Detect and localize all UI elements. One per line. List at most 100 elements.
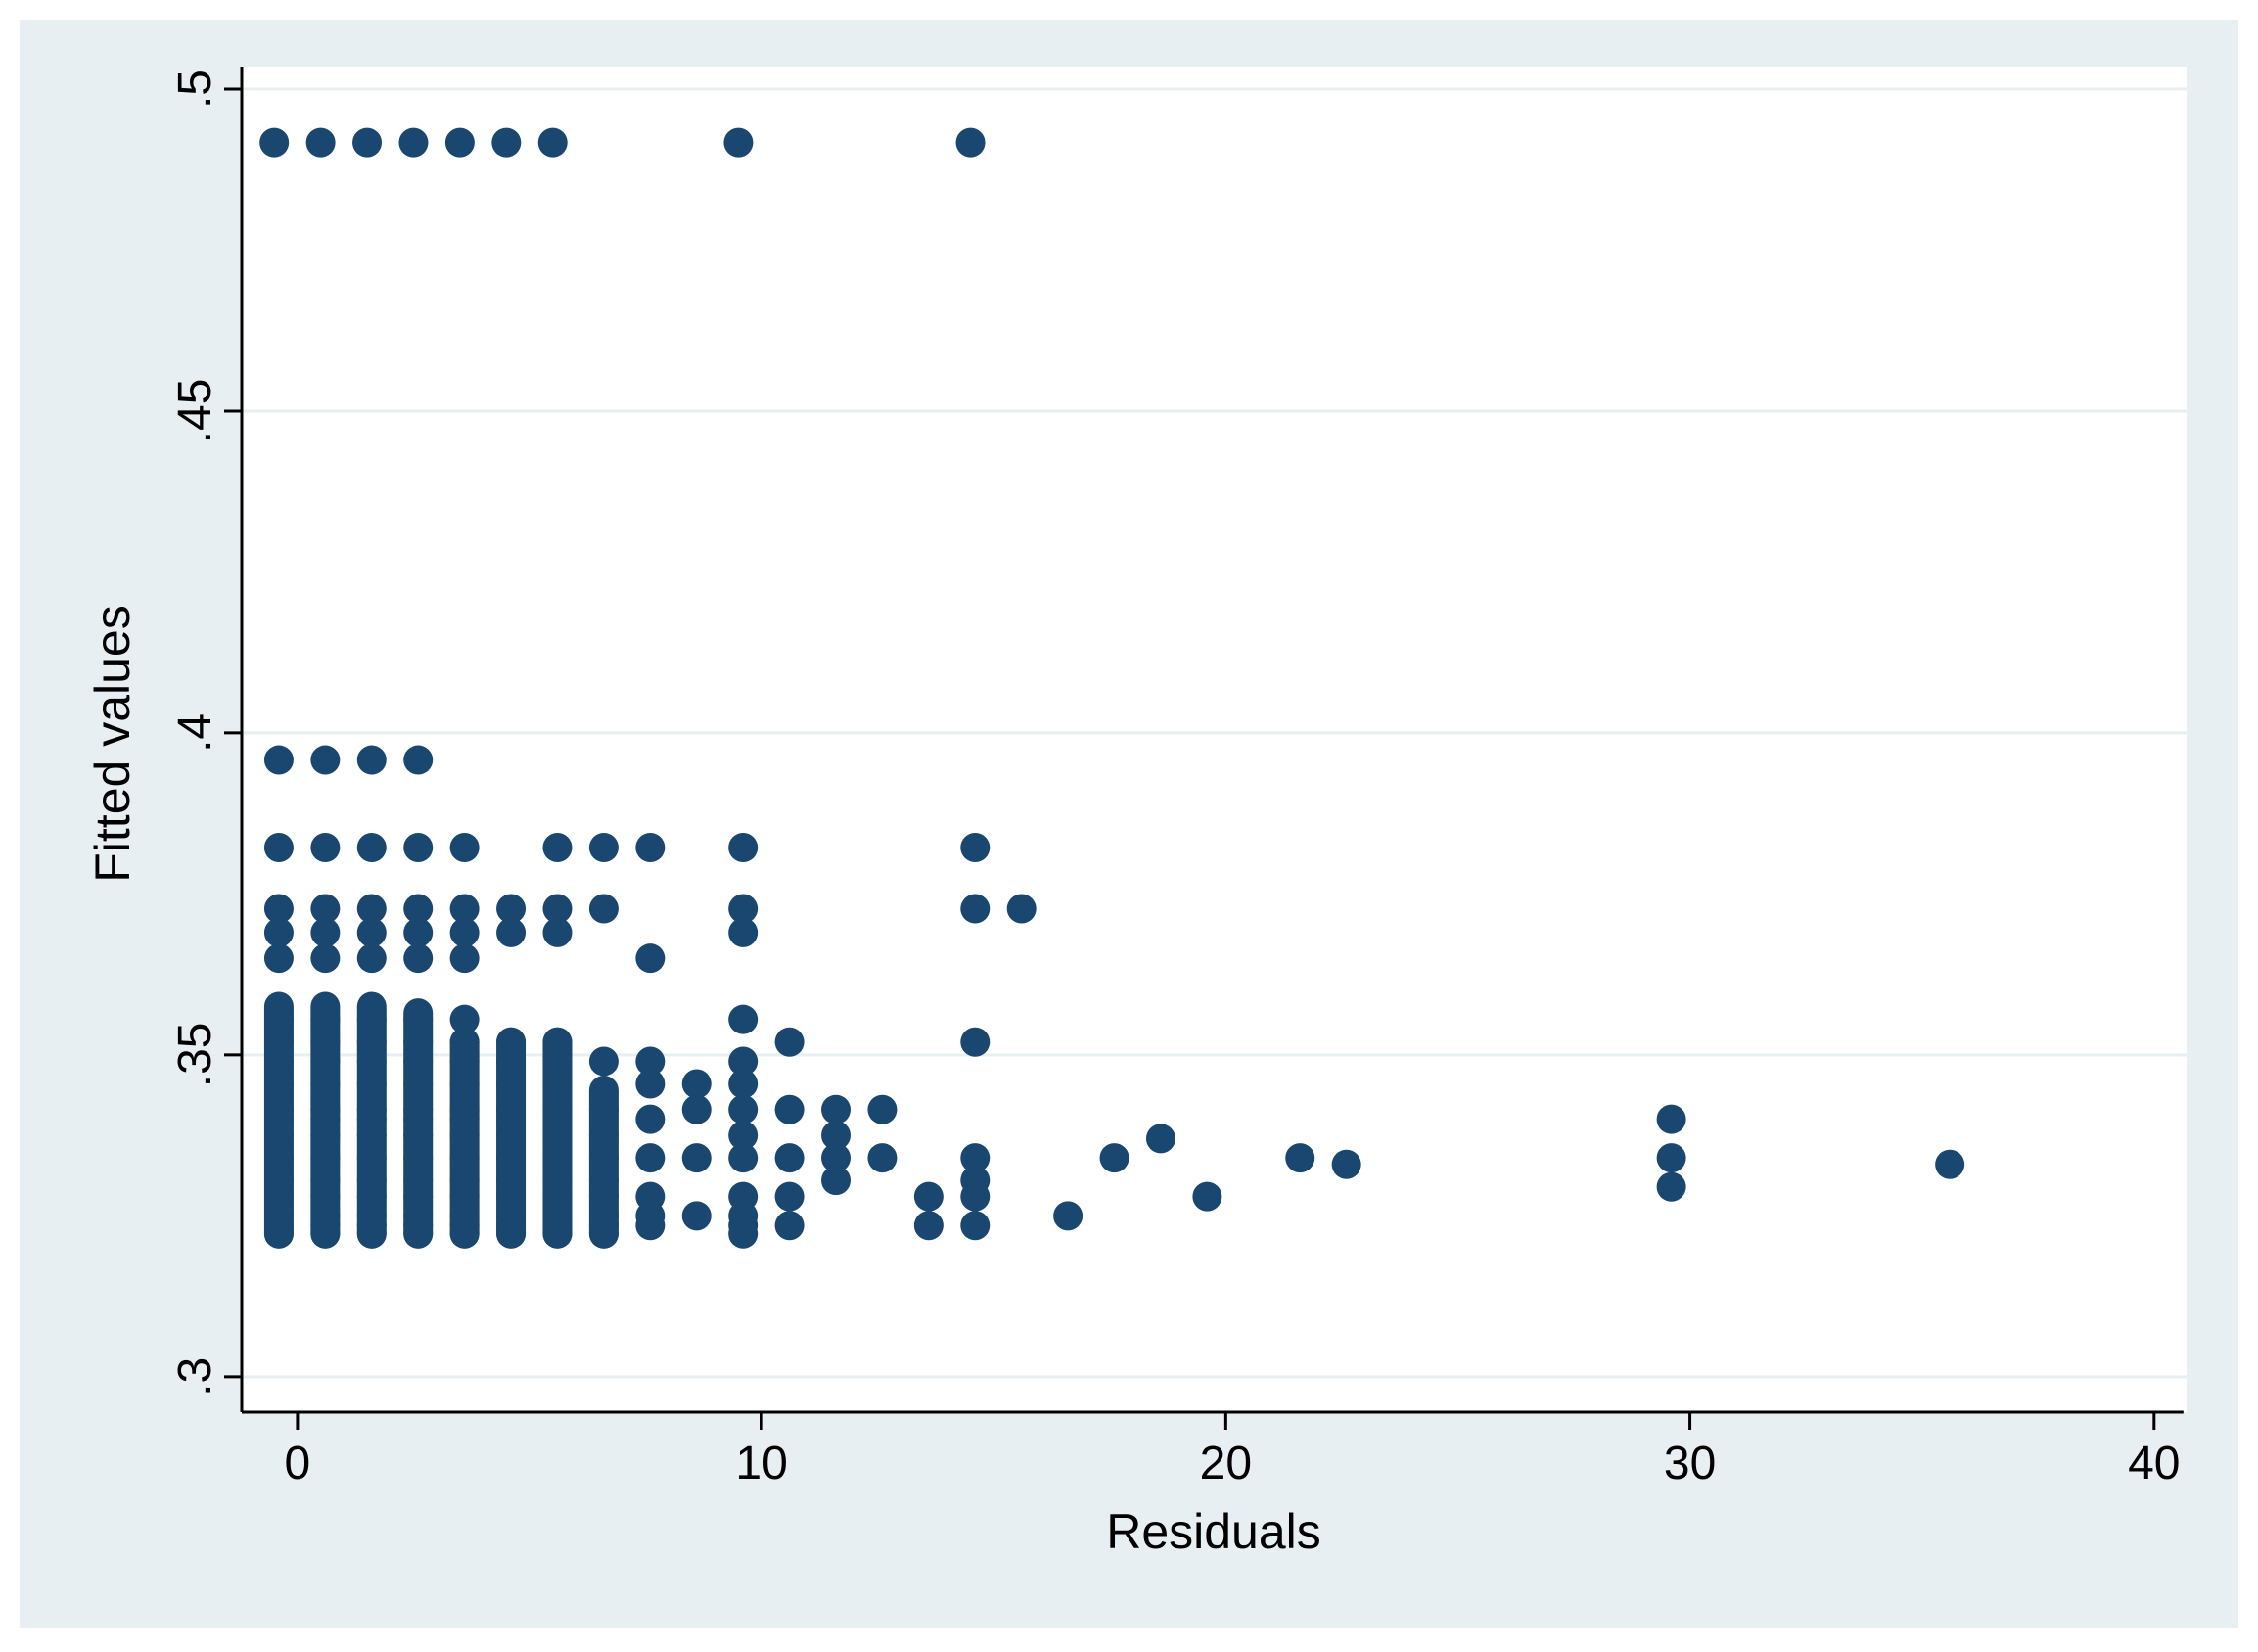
scatter-point bbox=[588, 1121, 619, 1151]
scatter-point bbox=[403, 1004, 434, 1034]
scatter-point bbox=[728, 833, 759, 863]
scatter-point bbox=[449, 1046, 480, 1077]
scatter-point bbox=[398, 127, 429, 158]
scatter-point bbox=[960, 833, 991, 863]
y-gridlines bbox=[242, 87, 2187, 1379]
scatter-point bbox=[310, 917, 341, 947]
scatter-point bbox=[356, 1121, 387, 1151]
scatter-point bbox=[542, 917, 573, 947]
scatter-point bbox=[635, 1211, 666, 1241]
scatter-point bbox=[542, 1143, 573, 1173]
scatter-point bbox=[635, 833, 666, 863]
scatter-point bbox=[635, 943, 666, 974]
scatter-point bbox=[449, 1218, 480, 1249]
y-tick-label: .45 bbox=[169, 379, 221, 444]
scatter-point bbox=[444, 127, 475, 158]
scatter-point bbox=[403, 1218, 434, 1249]
scatter-point bbox=[403, 1046, 434, 1077]
scatter-point bbox=[310, 1143, 341, 1173]
scatter-point bbox=[263, 1004, 294, 1034]
scatter-point bbox=[352, 127, 383, 158]
scatter-point bbox=[259, 127, 290, 158]
scatter-point bbox=[449, 1069, 480, 1099]
scatter-point bbox=[310, 745, 341, 775]
scatter-point bbox=[728, 1218, 759, 1249]
scatter-point bbox=[774, 1094, 805, 1124]
x-tick-label: 10 bbox=[735, 1438, 787, 1490]
scatter-point bbox=[496, 917, 527, 947]
scatter-point bbox=[821, 1121, 852, 1151]
scatter-point bbox=[449, 894, 480, 924]
scatter-point bbox=[263, 833, 294, 863]
scatter-point bbox=[403, 1143, 434, 1173]
scatter-point bbox=[728, 894, 759, 924]
scatter-point bbox=[960, 1143, 991, 1173]
scatter-point bbox=[774, 1211, 805, 1241]
scatter-point bbox=[263, 745, 294, 775]
scatter-point bbox=[960, 1027, 991, 1057]
scatter-point bbox=[913, 1181, 944, 1212]
scatter-point bbox=[681, 1143, 712, 1173]
scatter-point bbox=[356, 894, 387, 924]
scatter-point bbox=[310, 1004, 341, 1034]
scatter-point bbox=[496, 1069, 527, 1099]
scatter-point bbox=[1285, 1143, 1315, 1173]
scatter-point bbox=[449, 1121, 480, 1151]
scatter-point bbox=[449, 1143, 480, 1173]
y-tick-label: .5 bbox=[169, 69, 221, 109]
scatter-point bbox=[635, 1104, 666, 1134]
scatter-point bbox=[403, 894, 434, 924]
scatter-point bbox=[542, 1218, 573, 1249]
scatter-point bbox=[542, 1121, 573, 1151]
scatter-point bbox=[356, 1218, 387, 1249]
scatter-point bbox=[356, 745, 387, 775]
scatter-point bbox=[356, 1004, 387, 1034]
scatter-point bbox=[403, 917, 434, 947]
scatter-point bbox=[1006, 894, 1037, 924]
scatter-point bbox=[310, 833, 341, 863]
scatter-point bbox=[542, 1046, 573, 1077]
scatter-point bbox=[955, 127, 986, 158]
scatter-point bbox=[263, 894, 294, 924]
y-tick-label: .4 bbox=[169, 713, 221, 753]
scatter-point bbox=[449, 833, 480, 863]
scatter-point bbox=[821, 1094, 852, 1124]
scatter-point bbox=[1935, 1149, 1965, 1179]
scatter-point bbox=[356, 833, 387, 863]
scatter-point bbox=[913, 1211, 944, 1241]
scatter-point bbox=[728, 917, 759, 947]
scatter-point bbox=[588, 1218, 619, 1249]
scatter-point bbox=[537, 127, 568, 158]
scatter-point bbox=[356, 1069, 387, 1099]
scatter-point bbox=[310, 894, 341, 924]
scatter-point bbox=[542, 833, 573, 863]
scatter-point bbox=[774, 1181, 805, 1212]
x-tick-label: 20 bbox=[1200, 1438, 1252, 1490]
scatter-point bbox=[496, 1218, 527, 1249]
scatter-point bbox=[723, 127, 754, 158]
x-tick-label: 40 bbox=[2128, 1438, 2180, 1490]
scatter-point bbox=[449, 917, 480, 947]
scatter-point bbox=[310, 1046, 341, 1077]
scatter-point bbox=[305, 127, 336, 158]
scatter-point bbox=[356, 943, 387, 974]
scatter-point bbox=[588, 1046, 619, 1077]
scatter-point bbox=[263, 1046, 294, 1077]
scatter-point bbox=[960, 894, 991, 924]
scatter-point bbox=[728, 1121, 759, 1151]
scatter-point bbox=[310, 1069, 341, 1099]
scatter-point bbox=[449, 943, 480, 974]
scatter-point bbox=[263, 943, 294, 974]
scatter-point bbox=[588, 894, 619, 924]
scatter-point bbox=[403, 943, 434, 974]
scatter-point bbox=[728, 1069, 759, 1099]
scatter-point bbox=[310, 1121, 341, 1151]
scatter-point bbox=[403, 1121, 434, 1151]
plot-region bbox=[242, 67, 2187, 1412]
scatter-point bbox=[728, 1143, 759, 1173]
scatter-point bbox=[403, 833, 434, 863]
scatter-point bbox=[960, 1211, 991, 1241]
scatter-point bbox=[821, 1166, 852, 1196]
